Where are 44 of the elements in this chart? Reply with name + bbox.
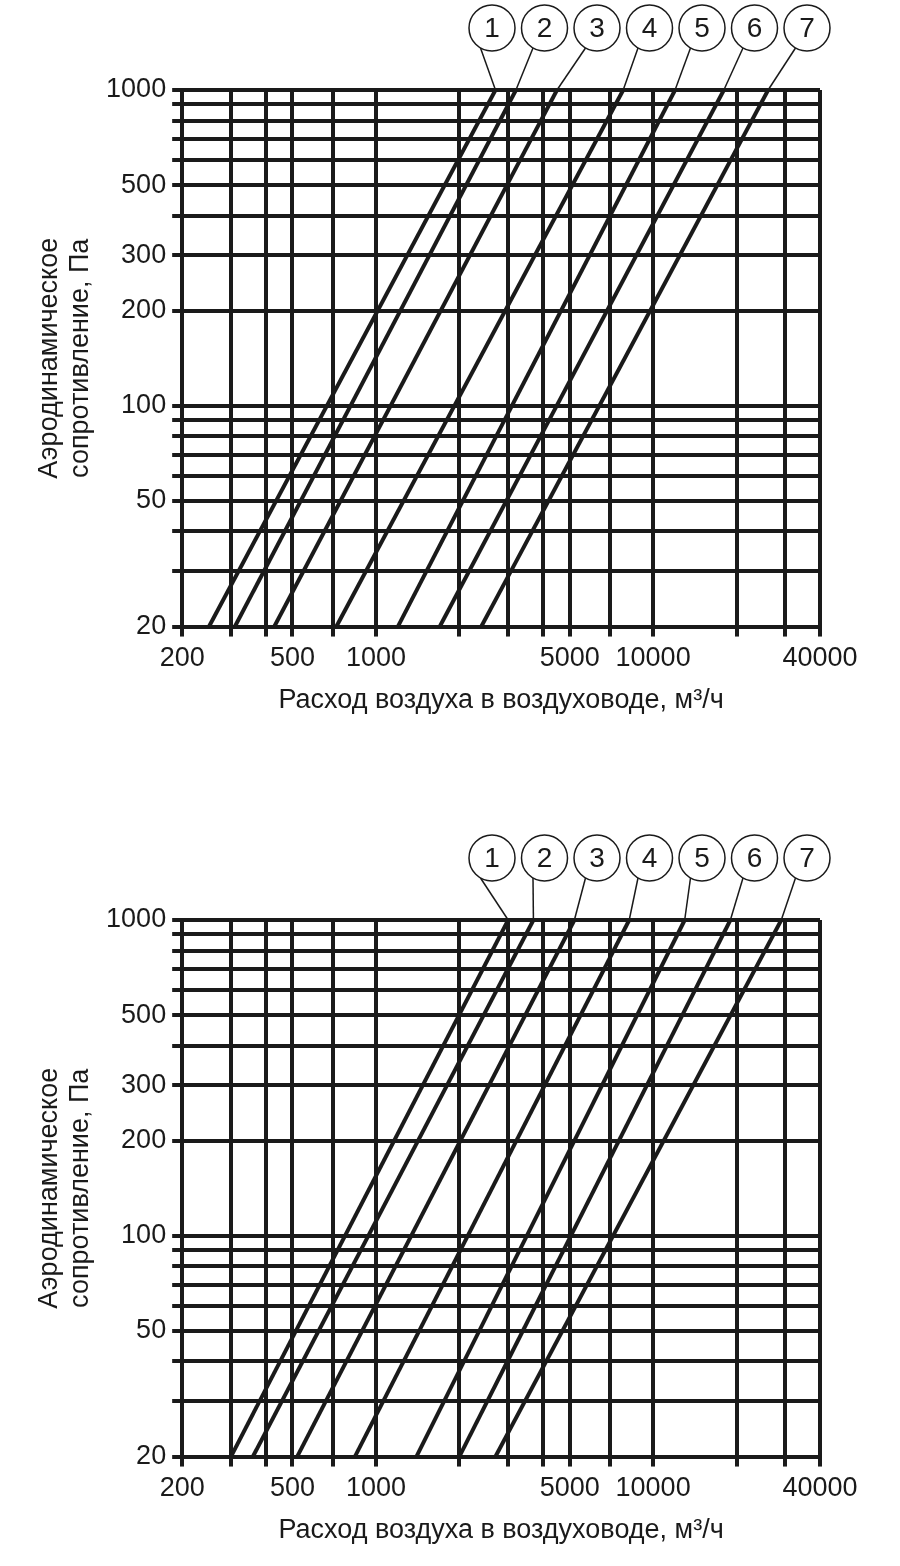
x-tick-label: 40000 <box>782 642 858 673</box>
series-label: 1 <box>484 841 500 873</box>
legend-label: 4 <box>641 11 658 43</box>
x-tick-label: 1000 <box>345 642 406 673</box>
y-tick-label: 1000 <box>106 903 167 934</box>
y-tick-label: 300 <box>121 238 167 269</box>
y-tick-label: 100 <box>121 389 167 420</box>
y-tick-label: 500 <box>121 998 167 1029</box>
x-tick-label: 10000 <box>615 1472 691 1503</box>
y-tick-label: 200 <box>121 1124 167 1155</box>
y-tick-label: 20 <box>136 1440 167 1470</box>
x-tick-label: 1000 <box>345 1472 406 1503</box>
legend-label: 2 <box>536 11 553 43</box>
legend-label: 7 <box>799 841 815 873</box>
y-tick-label: 20 <box>136 610 167 640</box>
x-tick-label: 5000 <box>539 1472 600 1503</box>
x-tick-label: 200 <box>159 642 205 673</box>
y-tick-label: 300 <box>121 1068 167 1099</box>
x-axis-title: Расход воздуха в воздуховоде, м³/ч <box>278 1513 724 1544</box>
x-tick-label: 500 <box>269 642 315 673</box>
legend-label: 2 <box>536 841 553 873</box>
y-tick-label: 500 <box>121 168 167 199</box>
y-tick-label: 200 <box>121 294 167 325</box>
legend-label: 6 <box>746 841 763 873</box>
y-axis-title: Аэродинамическое сопротивление, Па <box>32 1067 95 1309</box>
x-tick-label: 10000 <box>615 642 691 673</box>
x-tick-label: 5000 <box>539 642 600 673</box>
legend-label: 3 <box>589 841 605 873</box>
x-tick-label: 40000 <box>782 1472 858 1503</box>
y-tick-label: 50 <box>136 1314 167 1345</box>
series-label: 1 <box>484 11 500 43</box>
legend-label: 7 <box>799 11 815 43</box>
y-tick-label: 50 <box>136 484 167 515</box>
x-tick-label: 200 <box>159 1472 205 1503</box>
legend-label: 6 <box>746 11 763 43</box>
x-axis-title: Расход воздуха в воздуховоде, м³/ч <box>278 683 724 714</box>
legend-label: 5 <box>694 841 710 873</box>
y-tick-label: 100 <box>121 1219 167 1250</box>
y-tick-label: 1000 <box>106 73 167 104</box>
legend-label: 5 <box>694 11 710 43</box>
legend-label: 4 <box>641 841 658 873</box>
x-tick-label: 500 <box>269 1472 315 1503</box>
legend-label: 3 <box>589 11 605 43</box>
y-axis-title: Аэродинамическое сопротивление, Па <box>32 237 95 479</box>
